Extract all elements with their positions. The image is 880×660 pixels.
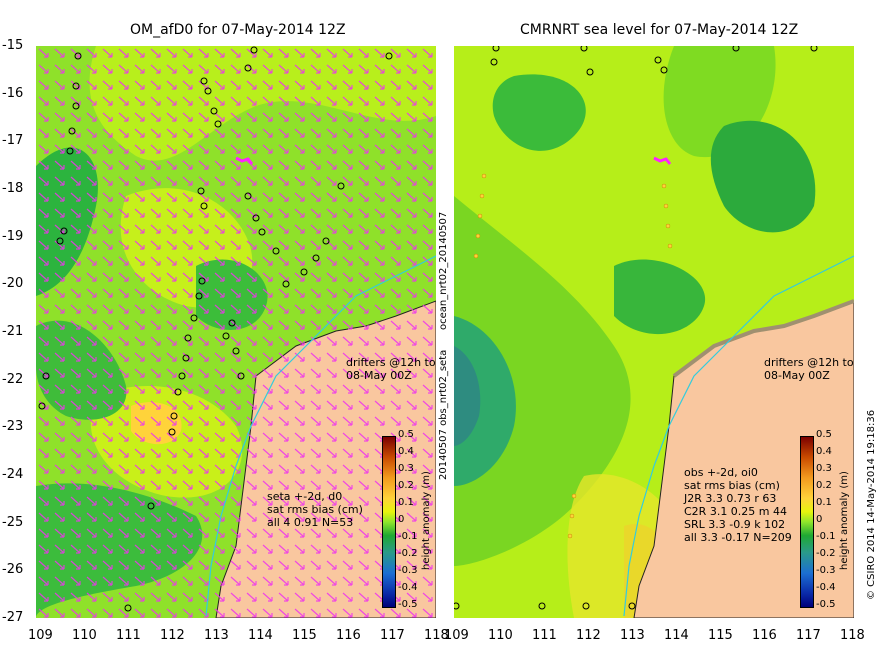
isobath-line — [623, 255, 854, 617]
drifter-track — [235, 156, 254, 165]
note-line: sat rms bias (cm) — [267, 503, 363, 516]
note-line: seta +-2d, d0 — [267, 490, 343, 503]
x-tick-label: 116 — [336, 628, 361, 643]
x-tick-label: 114 — [248, 628, 273, 643]
colorbar-tick: 0.3 — [816, 463, 832, 474]
colorbar-tick: 0.4 — [398, 446, 414, 457]
x-tick-label: 110 — [72, 628, 97, 643]
colorbar-tick: 0.1 — [816, 497, 832, 508]
isobath-line — [205, 255, 436, 617]
note-line: J2R 3.3 0.73 r 63 — [684, 492, 777, 505]
credit-label: © CSIRO 2014 14-May-2014 19:18:36 — [866, 409, 877, 600]
x-tick-label: 113 — [620, 628, 645, 643]
x-tick-label: 112 — [576, 628, 601, 643]
x-tick-label: 118 — [424, 628, 449, 643]
colorbar — [382, 436, 396, 608]
x-tick-label: 114 — [664, 628, 689, 643]
x-tick-label: 115 — [292, 628, 317, 643]
y-tick-label: -24 — [2, 467, 24, 482]
colorbar-tick: -0.5 — [816, 599, 836, 610]
drifters-line2: 08-May 00Z — [346, 369, 412, 382]
x-tick-label: 111 — [116, 628, 141, 643]
sea-low-core — [454, 316, 516, 486]
right-map-canvas — [454, 46, 854, 618]
colorbar-tick: 0.2 — [398, 480, 414, 491]
left-map-panel — [36, 46, 436, 618]
side-label: 20140507 obs_nrt02_seta — [438, 349, 449, 480]
current-vectors — [36, 46, 436, 618]
side-label-top: ocean_nrt02_20140507 — [438, 211, 449, 330]
x-tick-label: 109 — [28, 628, 53, 643]
y-tick-label: -26 — [2, 562, 24, 577]
x-tick-label: 115 — [708, 628, 733, 643]
colorbar-tick: -0.1 — [816, 531, 836, 542]
y-tick-label: -21 — [2, 324, 24, 339]
x-tick-label: 112 — [160, 628, 185, 643]
drifters-line2: 08-May 00Z — [764, 369, 830, 382]
colorbar-title: height anomaly (m) — [421, 471, 432, 570]
colorbar-tick: 0.5 — [398, 429, 414, 440]
drifters-legend: drifters @12h to 08-May 00Z — [346, 356, 436, 382]
note-line: all 3.3 -0.17 N=209 — [684, 531, 792, 544]
x-tick-label: 113 — [204, 628, 229, 643]
y-tick-label: -18 — [2, 181, 24, 196]
x-tick-label: 118 — [840, 628, 865, 643]
left-stats-note: seta +-2d, d0 sat rms bias (cm) all 4 0.… — [267, 490, 363, 529]
note-line: all 4 0.91 N=53 — [267, 516, 354, 529]
drifter-track — [653, 156, 672, 165]
y-tick-label: -16 — [2, 86, 24, 101]
y-tick-label: -22 — [2, 372, 24, 387]
colorbar-tick: -0.5 — [398, 599, 418, 610]
left-map-title: OM_afD0 for 07-May-2014 12Z — [130, 22, 346, 38]
colorbar-tick: 0.5 — [816, 429, 832, 440]
x-tick-label: 116 — [752, 628, 777, 643]
colorbar-tick: 0.1 — [398, 497, 414, 508]
note-line: C2R 3.1 0.25 m 44 — [684, 505, 788, 518]
colorbar-tick: -0.3 — [398, 565, 418, 576]
drifters-legend: drifters @12h to 08-May 00Z — [764, 356, 854, 382]
colorbar-tick: -0.4 — [398, 582, 418, 593]
obs-points — [454, 46, 818, 610]
right-stats-note: obs +-2d, oi0 sat rms bias (cm) J2R 3.3 … — [684, 466, 792, 544]
obs-points — [38, 46, 393, 612]
note-line: obs +-2d, oi0 — [684, 466, 758, 479]
right-map-title: CMRNRT sea level for 07-May-2014 12Z — [520, 22, 799, 38]
colorbar-tick: 0.2 — [816, 480, 832, 491]
x-tick-label: 117 — [796, 628, 821, 643]
colorbar-tick: -0.1 — [398, 531, 418, 542]
colorbar-tick: 0.3 — [398, 463, 414, 474]
y-tick-label: -27 — [2, 610, 24, 625]
y-tick-label: -19 — [2, 229, 24, 244]
note-line: SRL 3.3 -0.9 k 102 — [684, 518, 786, 531]
colorbar-tick: -0.4 — [816, 582, 836, 593]
colorbar-tick: -0.3 — [816, 565, 836, 576]
sea-low-region — [492, 74, 586, 151]
left-map-canvas — [36, 46, 436, 618]
y-tick-label: -17 — [2, 133, 24, 148]
colorbar — [800, 436, 814, 608]
x-tick-label: 109 — [444, 628, 469, 643]
altimeter-track-points — [473, 173, 673, 539]
x-tick-label: 110 — [488, 628, 513, 643]
y-tick-label: -23 — [2, 419, 24, 434]
colorbar-tick: -0.2 — [816, 548, 836, 559]
colorbar-tick: -0.2 — [398, 548, 418, 559]
drifters-line1: drifters @12h to — [764, 356, 854, 369]
y-tick-label: -15 — [2, 38, 24, 53]
x-tick-label: 111 — [532, 628, 557, 643]
sea-low-region — [710, 120, 816, 233]
colorbar-title: height anomaly (m) — [839, 471, 850, 570]
x-tick-label: 117 — [380, 628, 405, 643]
drifters-line1: drifters @12h to — [346, 356, 436, 369]
y-tick-label: -25 — [2, 515, 24, 530]
sea-low-region — [614, 259, 706, 335]
colorbar-tick: 0.4 — [816, 446, 832, 457]
colorbar-tick: 0 — [816, 514, 823, 525]
right-map-panel — [454, 46, 854, 618]
y-tick-label: -20 — [2, 276, 24, 291]
note-line: sat rms bias (cm) — [684, 479, 780, 492]
sea-lowest-core — [454, 346, 481, 446]
sea-mid-region — [454, 196, 631, 566]
colorbar-tick: 0 — [398, 514, 405, 525]
